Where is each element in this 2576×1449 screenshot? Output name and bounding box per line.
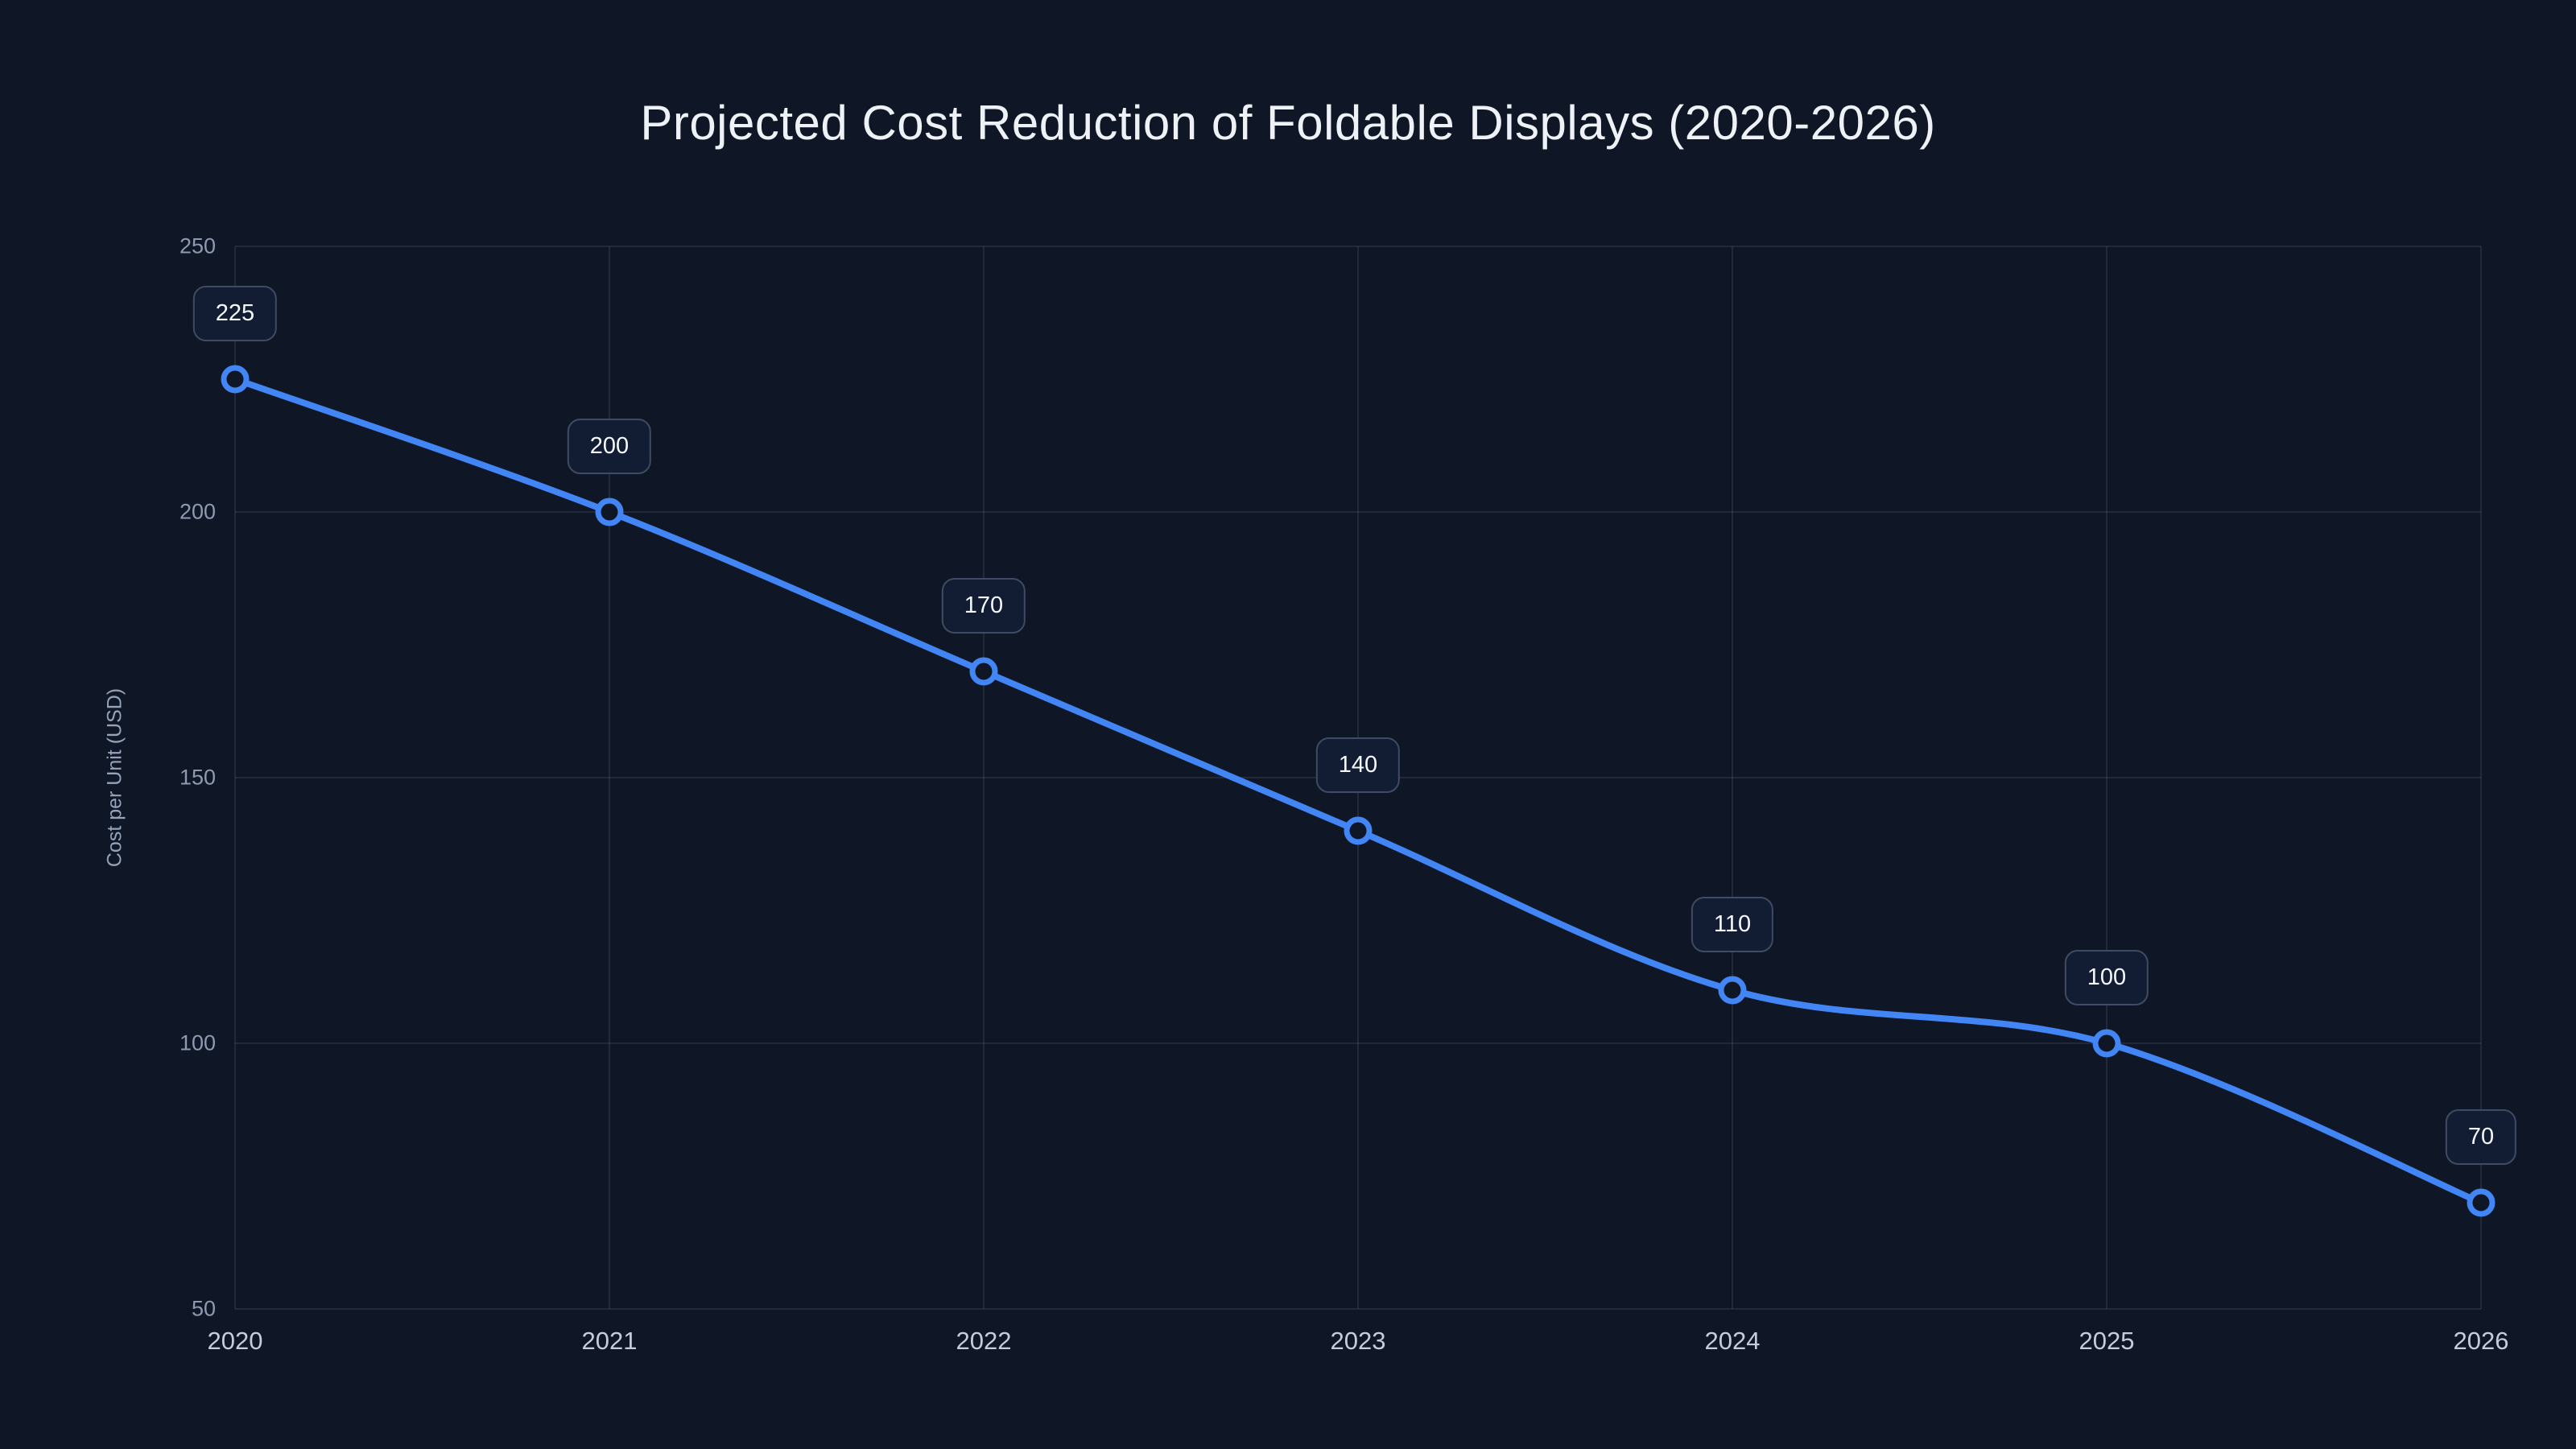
data-label-badge: 140 [1315, 737, 1401, 793]
x-tick-label: 2022 [956, 1327, 1012, 1355]
data-label-badge: 170 [941, 578, 1026, 634]
x-tick-label: 2020 [207, 1327, 263, 1355]
y-tick-label: 150 [179, 765, 216, 790]
data-label-badge: 70 [2445, 1109, 2517, 1165]
x-tick-label: 2025 [2079, 1327, 2135, 1355]
y-tick-label: 200 [179, 499, 216, 524]
x-tick-label: 2024 [1704, 1327, 1761, 1355]
data-point[interactable] [1344, 816, 1373, 845]
x-tick-label: 2021 [581, 1327, 638, 1355]
x-tick-label: 2026 [2453, 1327, 2509, 1355]
data-label-badge: 110 [1690, 897, 1774, 952]
data-point[interactable] [969, 657, 998, 686]
data-point[interactable] [595, 497, 624, 526]
data-point[interactable] [2467, 1188, 2496, 1217]
x-tick-label: 2023 [1330, 1327, 1386, 1355]
data-label-badge: 100 [2064, 950, 2149, 1005]
data-point[interactable] [221, 365, 250, 394]
y-tick-label: 250 [179, 233, 216, 258]
y-tick-label: 50 [191, 1296, 216, 1321]
chart-title: Projected Cost Reduction of Foldable Dis… [640, 96, 1936, 150]
data-label-badge: 200 [567, 419, 652, 474]
data-point[interactable] [2092, 1029, 2121, 1058]
y-tick-label: 100 [179, 1030, 216, 1055]
data-label-badge: 225 [192, 286, 278, 341]
data-point[interactable] [1718, 976, 1747, 1005]
